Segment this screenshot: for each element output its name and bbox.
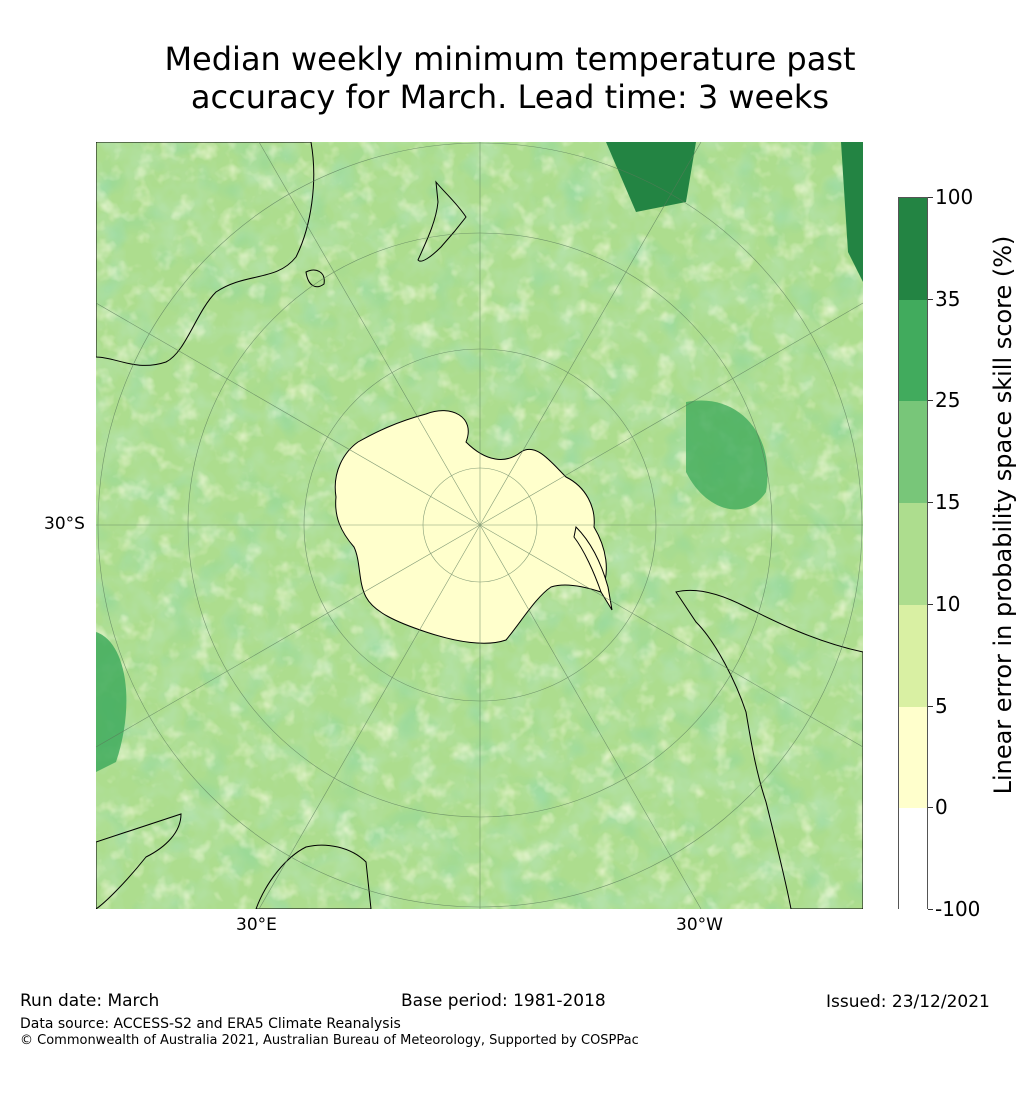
colorbar-tick-label: 15: [935, 490, 961, 515]
lon-label-30w: 30°W: [676, 915, 723, 935]
lat-label-30s: 30°S: [44, 514, 85, 534]
colorbar-tick-label: 35: [935, 286, 961, 311]
colorbar-tick-label: 10: [935, 591, 961, 616]
run-date: Run date: March: [20, 991, 160, 1011]
lon-label-30e: 30°E: [236, 915, 277, 935]
high-skill-region-east: [686, 400, 768, 510]
chart-title: Median weekly minimum temperature past a…: [0, 40, 1020, 116]
colorbar-bin: [899, 198, 927, 301]
colorbar-tick-mark: [928, 502, 933, 504]
high-skill-region-ne: [606, 142, 696, 212]
colorbar-tick-mark: [928, 400, 933, 402]
colorbar-tick-label: 5: [935, 693, 948, 718]
graticule: [96, 142, 863, 909]
colorbar-bin: [899, 604, 927, 708]
southern-africa: [96, 813, 372, 909]
colorbar-bin: [899, 503, 927, 606]
colorbar-tick-mark: [928, 298, 933, 300]
colorbar-tick-mark: [928, 807, 933, 809]
title-line-2: accuracy for March. Lead time: 3 weeks: [190, 78, 830, 116]
new-zealand: [417, 180, 467, 262]
colorbar-tick-label: 25: [935, 388, 961, 413]
colorbar-label: Linear error in probability space skill …: [989, 235, 1017, 795]
colorbar-tick-label: 0: [935, 795, 948, 820]
antarctic-peninsula: [573, 525, 613, 611]
polar-map: [96, 142, 863, 909]
title-line-1: Median weekly minimum temperature past: [164, 40, 856, 78]
high-skill-region-east-edge: [841, 142, 863, 282]
antarctica: [334, 410, 607, 644]
tasmania: [305, 269, 325, 288]
colorbar-tick-mark: [928, 909, 933, 910]
colorbar-tick-mark: [928, 197, 933, 198]
base-period: Base period: 1981-2018: [401, 991, 606, 1011]
colorbar-tick-label: -100: [935, 897, 981, 921]
colorbar-bin: [899, 706, 927, 809]
colorbar-tick-label: 100: [935, 185, 974, 209]
south-america: [675, 589, 863, 909]
copyright: © Commonwealth of Australia 2021, Austra…: [20, 1033, 639, 1048]
issued-date: Issued: 23/12/2021: [826, 992, 990, 1012]
high-skill-region-west: [96, 632, 127, 772]
colorbar-tick-mark: [928, 603, 933, 605]
colorbar-bin: [899, 808, 927, 911]
colorbar-tick-mark: [928, 705, 933, 707]
data-source: Data source: ACCESS-S2 and ERA5 Climate …: [20, 1016, 401, 1032]
colorbar-bin: [899, 401, 927, 504]
colorbar-bin: [899, 299, 927, 402]
australia: [96, 142, 315, 366]
colorbar: [898, 197, 928, 911]
